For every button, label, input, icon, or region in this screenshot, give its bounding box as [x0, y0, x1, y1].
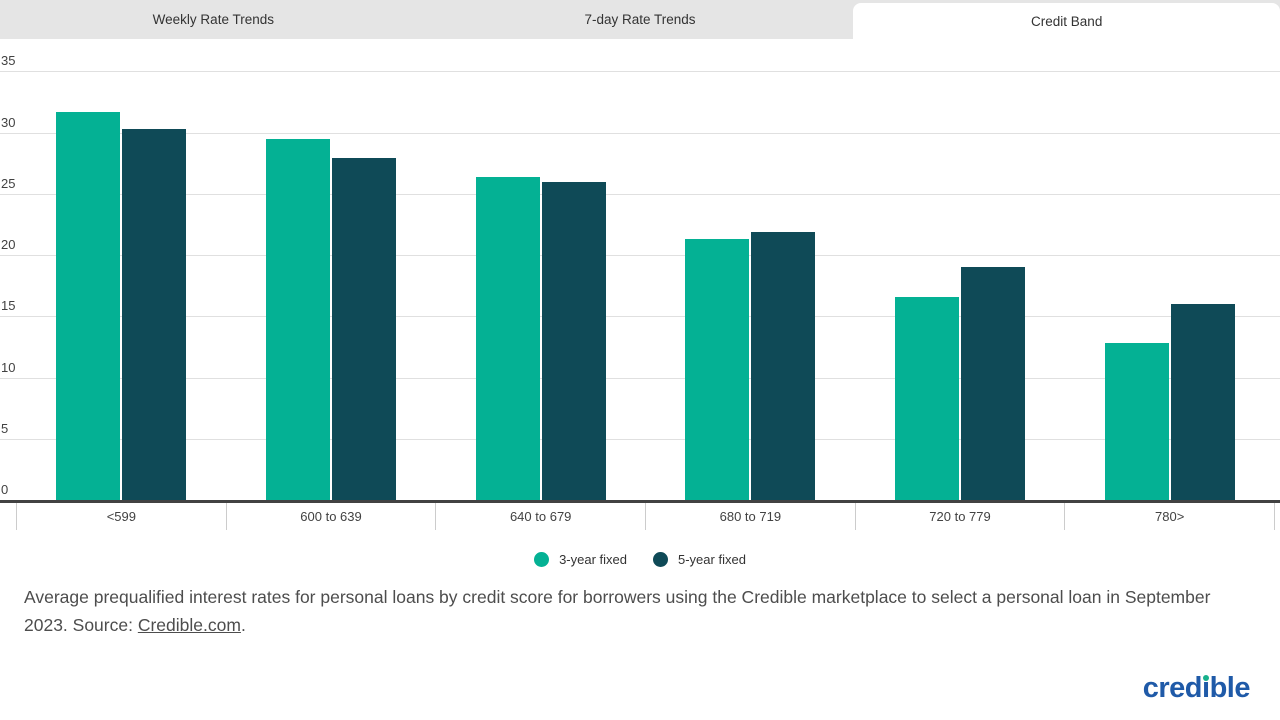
- bar-3-year-fixed-<599[interactable]: [55, 111, 120, 500]
- x-axis-label-<599: <599: [16, 503, 226, 530]
- y-axis-tick-label: 15: [1, 298, 16, 314]
- gridline: [0, 438, 1280, 440]
- chart-legend: 3-year fixed 5-year fixed: [0, 552, 1280, 567]
- y-axis-tick-label: 10: [1, 359, 16, 375]
- y-axis-tick-label: 20: [1, 237, 16, 252]
- bar-3-year-fixed-720 to 779[interactable]: [895, 296, 960, 500]
- bar-5-year-fixed-720 to 779[interactable]: [961, 267, 1026, 500]
- bar-3-year-fixed-600 to 639[interactable]: [265, 138, 330, 500]
- bar-3-year-fixed-680 to 719[interactable]: [685, 239, 750, 500]
- x-axis-label-600 to 639: 600 to 639: [225, 503, 436, 530]
- chart-caption: Average prequalified interest rates for …: [24, 584, 1214, 639]
- gridline: [0, 193, 1280, 195]
- gridline: [0, 377, 1280, 379]
- bar-5-year-fixed-680 to 719[interactable]: [751, 231, 816, 500]
- logo-text-i: ı: [1202, 672, 1210, 704]
- credible-source-link[interactable]: Credible.com: [137, 614, 241, 635]
- legend-label: 3-year fixed: [559, 552, 627, 567]
- y-axis-tick-label: 25: [1, 175, 16, 191]
- gridline: [0, 255, 1280, 256]
- plot-area: 0 5 10 15 20 25 30 35: [0, 39, 1280, 503]
- y-axis-tick-label: 35: [1, 53, 16, 69]
- caption-suffix: .: [240, 614, 246, 635]
- y-axis-tick-label: 30: [1, 114, 16, 130]
- x-axis-category-band: <599 600 to 639 640 to 679 680 to 719 720 to…: [16, 503, 1276, 530]
- tab-weekly-rate-trends[interactable]: Weekly Rate Trends: [152, 12, 274, 27]
- x-axis-label-640 to 679: 640 to 679: [435, 503, 645, 530]
- tab-credit-band[interactable]: Credit Band: [853, 3, 1280, 39]
- x-axis-label-780>: 780>: [1064, 503, 1276, 530]
- logo-i-dot-icon: [1203, 675, 1210, 681]
- tab-7-day-rate-trends[interactable]: 7-day Rate Trends: [584, 12, 696, 27]
- x-axis-label-720 to 779: 720 to 779: [854, 503, 1065, 530]
- credit-band-bar-chart: 0 5 10 15 20 25 30 35 <599 600 to 639 640 to 679 6…: [0, 39, 1280, 530]
- tab-bar: Weekly Rate Trends 7-day Rate Trends Cre…: [0, 0, 1280, 39]
- bar-5-year-fixed-600 to 639[interactable]: [331, 158, 396, 500]
- bar-3-year-fixed-640 to 679[interactable]: [475, 176, 540, 500]
- gridline: [0, 132, 1280, 134]
- legend-item-3-year-fixed[interactable]: 3-year fixed: [534, 552, 627, 567]
- caption-text: Average prequalified interest rates for …: [24, 587, 1211, 635]
- logo-text: cred: [1142, 672, 1203, 704]
- y-axis-tick-label: 5: [1, 420, 9, 436]
- logo-text: ble: [1209, 672, 1251, 704]
- legend-item-5-year-fixed[interactable]: 5-year fixed: [653, 552, 746, 567]
- bar-3-year-fixed-780>[interactable]: [1105, 343, 1170, 500]
- bar-5-year-fixed-640 to 679[interactable]: [541, 181, 606, 500]
- credible-logo: credı ble: [1142, 672, 1251, 705]
- legend-label: 5-year fixed: [678, 552, 746, 567]
- legend-swatch-5-year-fixed-icon: [653, 552, 668, 567]
- legend-swatch-3-year-fixed-icon: [534, 552, 550, 567]
- gridline: [0, 71, 1280, 73]
- bar-5-year-fixed-<599[interactable]: [121, 128, 186, 500]
- bar-5-year-fixed-780>[interactable]: [1171, 304, 1236, 500]
- gridline: [0, 316, 1280, 318]
- y-axis-tick-label: 0: [1, 482, 9, 497]
- x-axis-label-680 to 719: 680 to 719: [645, 503, 855, 530]
